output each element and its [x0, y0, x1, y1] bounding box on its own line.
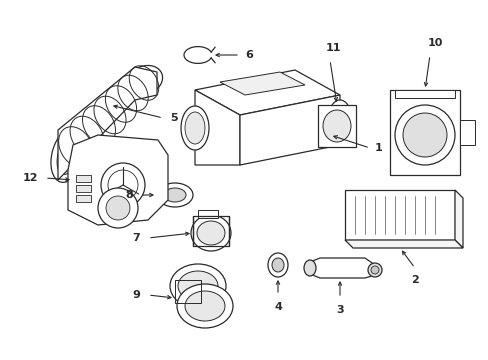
Text: 3: 3	[336, 305, 343, 315]
Polygon shape	[68, 135, 168, 225]
Polygon shape	[220, 72, 305, 95]
Ellipse shape	[98, 188, 138, 228]
Text: 5: 5	[170, 113, 177, 123]
Ellipse shape	[370, 266, 378, 274]
Ellipse shape	[304, 260, 315, 276]
Ellipse shape	[170, 264, 225, 308]
Ellipse shape	[394, 105, 454, 165]
Bar	[345, 190, 454, 240]
Ellipse shape	[57, 135, 79, 175]
Ellipse shape	[157, 183, 193, 207]
Ellipse shape	[181, 106, 208, 150]
Ellipse shape	[177, 284, 232, 328]
Bar	[76, 195, 91, 202]
Bar	[389, 90, 459, 175]
Polygon shape	[58, 67, 157, 180]
Polygon shape	[454, 190, 462, 248]
Bar	[198, 210, 218, 218]
Ellipse shape	[197, 221, 224, 245]
Text: 7: 7	[132, 233, 140, 243]
Text: 8: 8	[125, 190, 133, 200]
Polygon shape	[345, 240, 462, 248]
Text: 9: 9	[132, 290, 140, 300]
Text: 10: 10	[427, 38, 442, 48]
Ellipse shape	[178, 271, 218, 301]
Ellipse shape	[327, 100, 351, 140]
Ellipse shape	[184, 291, 224, 321]
Polygon shape	[309, 258, 374, 278]
Ellipse shape	[106, 196, 130, 220]
Ellipse shape	[323, 110, 350, 142]
Text: 12: 12	[22, 173, 38, 183]
Text: 2: 2	[410, 275, 418, 285]
Text: 1: 1	[374, 143, 382, 153]
Bar	[394, 90, 454, 98]
Ellipse shape	[163, 188, 185, 202]
Ellipse shape	[51, 128, 85, 183]
Polygon shape	[195, 70, 339, 115]
Bar	[317, 105, 355, 147]
Bar	[76, 185, 91, 192]
Ellipse shape	[267, 253, 287, 277]
Ellipse shape	[271, 258, 284, 272]
Ellipse shape	[331, 106, 347, 134]
Ellipse shape	[133, 71, 156, 89]
Ellipse shape	[402, 113, 446, 157]
Text: 6: 6	[244, 50, 252, 60]
Ellipse shape	[367, 263, 381, 277]
Bar	[76, 175, 91, 182]
Polygon shape	[240, 95, 339, 165]
Ellipse shape	[101, 163, 145, 207]
Ellipse shape	[127, 66, 162, 95]
Ellipse shape	[191, 215, 230, 251]
Polygon shape	[195, 90, 240, 165]
Bar	[459, 120, 474, 145]
Text: 4: 4	[273, 302, 282, 312]
Ellipse shape	[184, 112, 204, 144]
Text: 11: 11	[325, 43, 340, 53]
